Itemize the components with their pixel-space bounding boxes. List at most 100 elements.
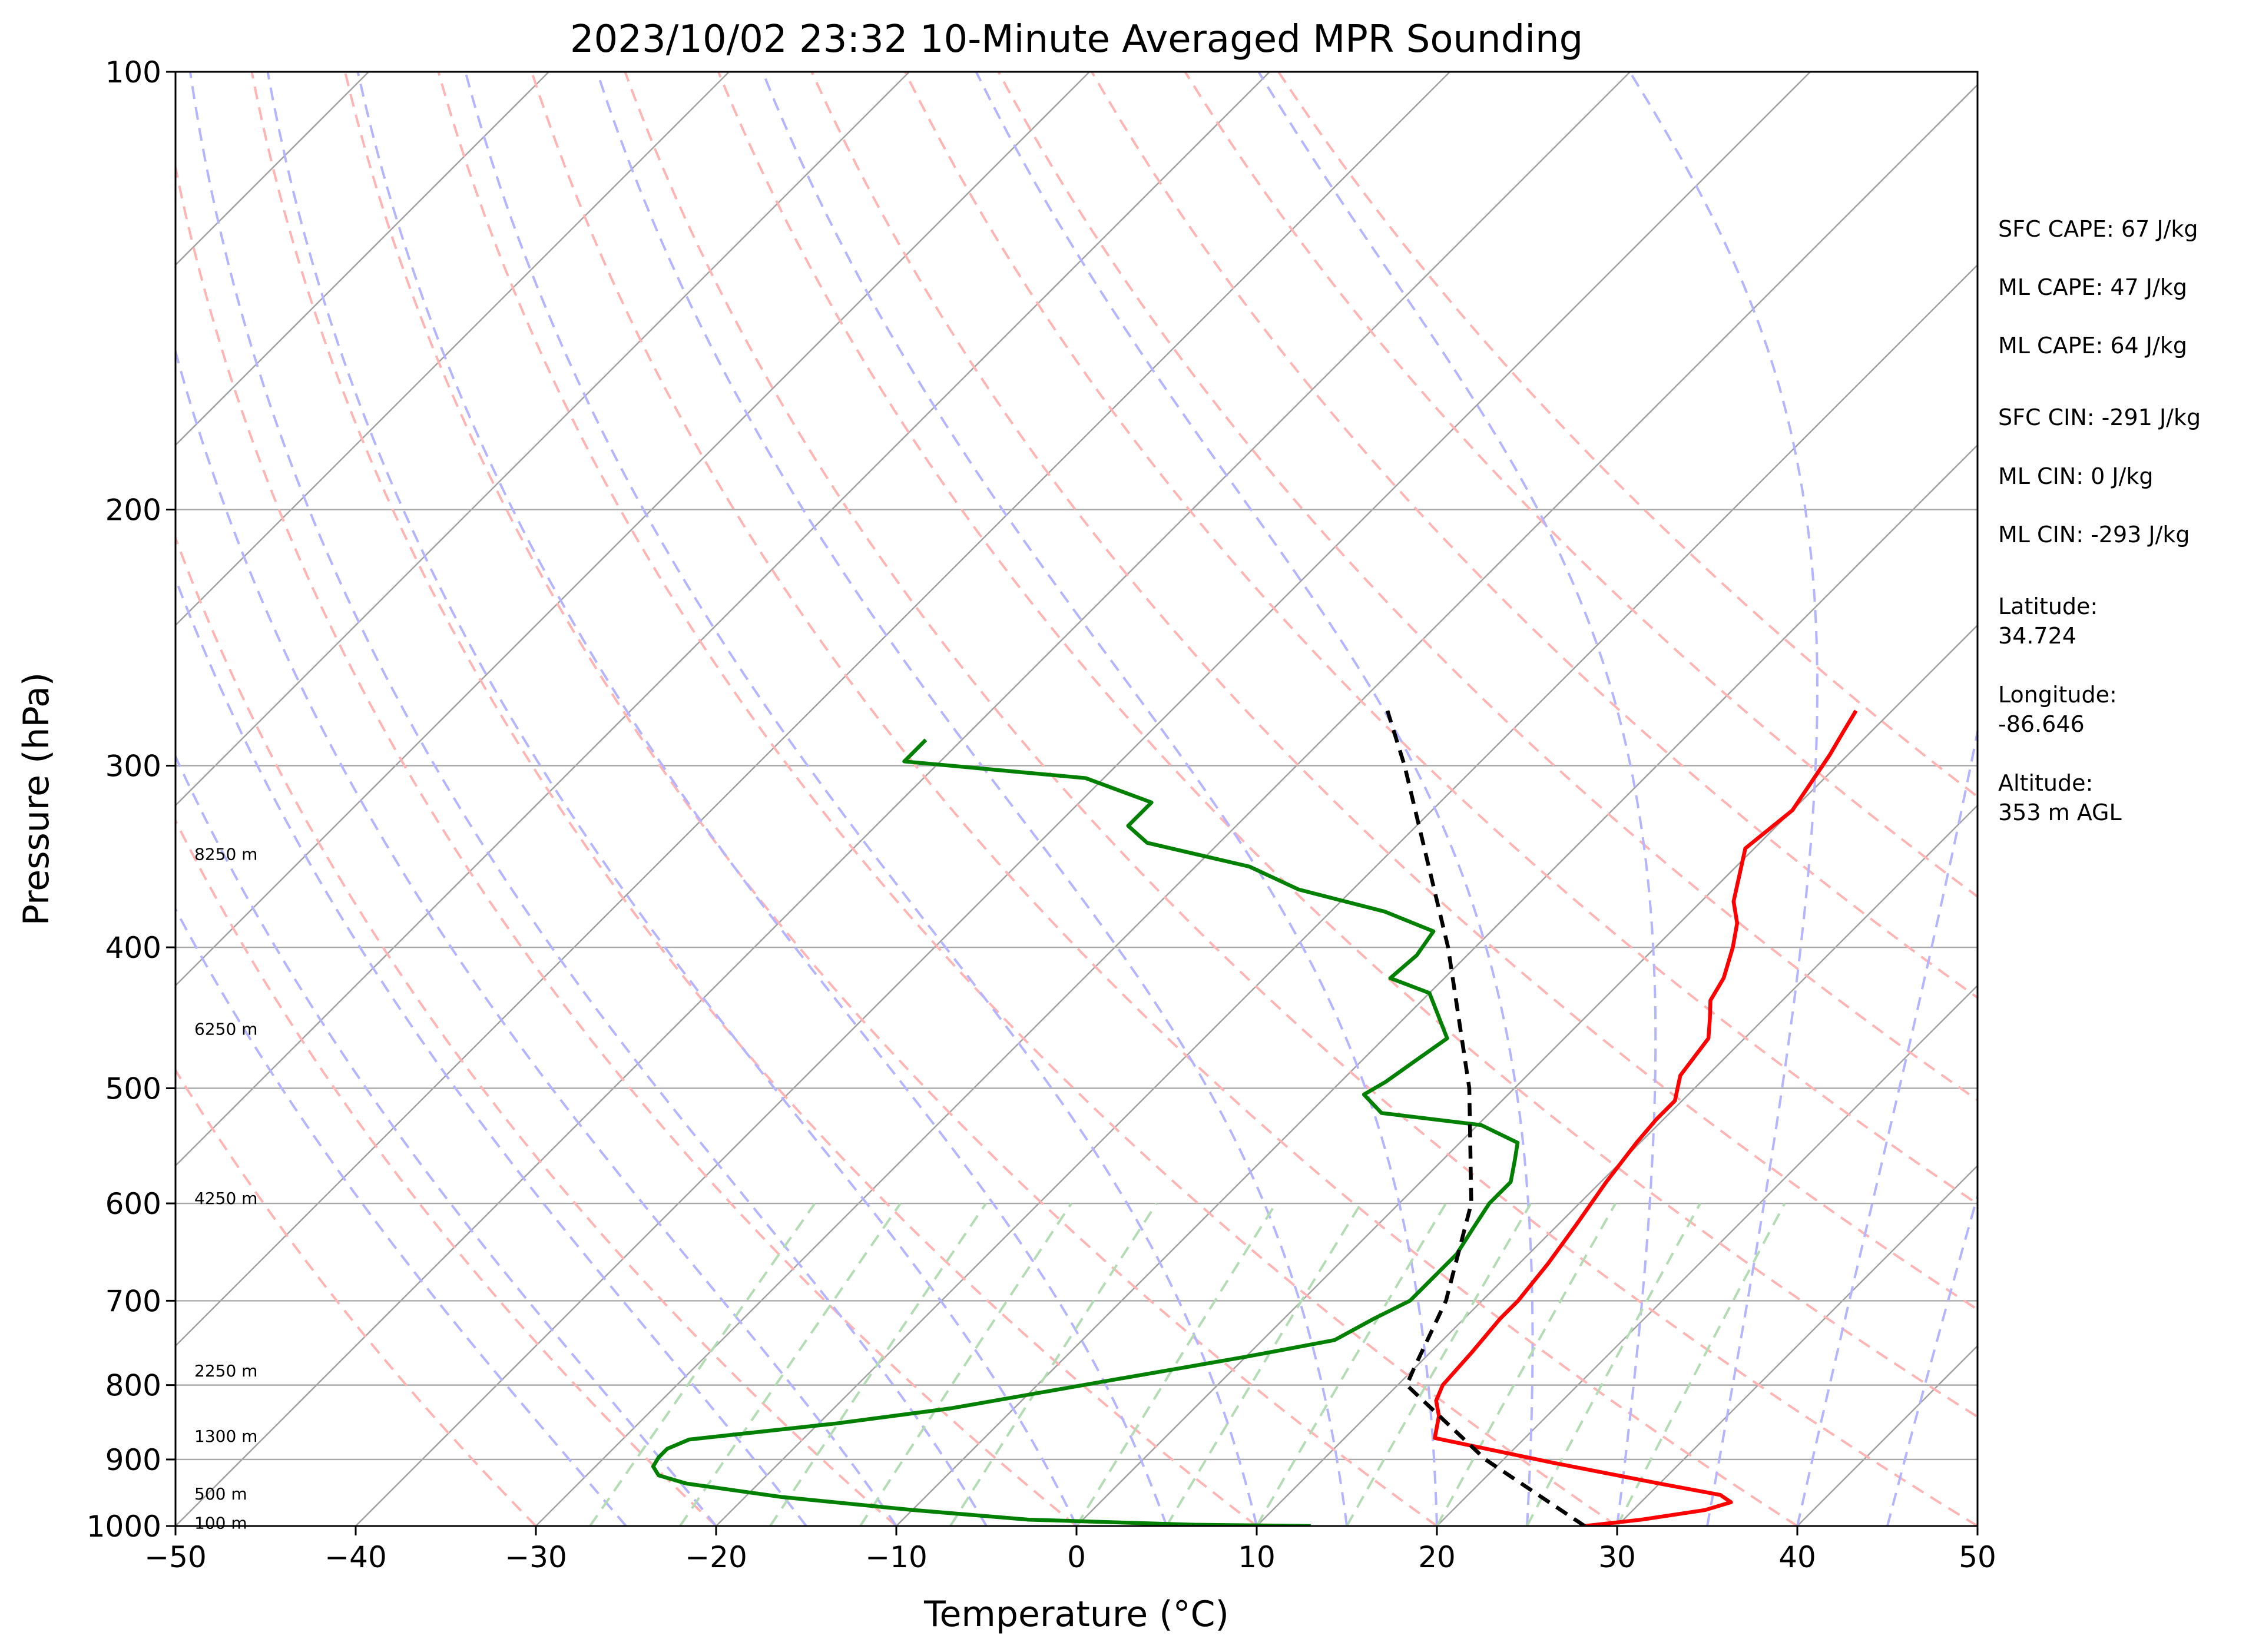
x-tick-label: 30 [1598,1540,1636,1574]
mixing-ratio-lines [589,1202,1786,1526]
dewpoint-profile-line [651,738,1520,1526]
isotherm-line [175,72,549,446]
isotherm-line [175,72,910,807]
x-tick-label: 40 [1778,1540,1816,1574]
mixing-ratio-line [1616,1203,1786,1526]
x-tick-label: −40 [324,1540,387,1574]
moist-adiabat [175,575,807,1526]
chart-title: 2023/10/02 23:32 10-Minute Averaged MPR … [570,18,1583,61]
dry-adiabat [531,72,1798,1526]
sounding-parameter-line: Altitude: [1998,770,2093,796]
y-tick-label: 800 [105,1369,161,1403]
sounding-parameter: Altitude: 353 m AGL [1998,770,2122,825]
height-label: 4250 m [194,1189,257,1208]
moist-adiabat [175,907,627,1526]
isotherm-line [535,84,1978,1526]
y-tick-label: 1000 [87,1510,161,1544]
dry-adiabat [250,72,1258,1526]
isotherm-line [175,72,1631,1526]
isotherm-line [355,72,1811,1526]
y-tick-label: 300 [105,749,161,783]
sounding-parameter-line: 34.724 [1998,623,2076,649]
x-axis-ticks: −50 −40 −30 −20 −10 0 10 20 30 40 50 [144,1526,1996,1574]
sounding-parameter-line: ML CAPE: 47 J/kg [1998,274,2187,300]
isotherm-line [175,72,1090,987]
sounding-parameter-line: SFC CIN: -291 J/kg [1998,404,2201,430]
mixing-ratio-line [949,1202,1158,1526]
sounding-parameter: Latitude: 34.724 [1998,593,2098,649]
dry-adiabat [175,1068,537,1526]
dry-adiabat [175,161,1078,1526]
sounding-parameter-line: ML CIN: 0 J/kg [1998,463,2153,489]
moist-adiabat [266,72,1078,1526]
moist-adiabat [175,754,717,1526]
moist-adiabat [1886,1192,1978,1526]
x-tick-label: −20 [685,1540,747,1574]
mixing-ratio-line [859,1202,1072,1526]
isotherm-line [716,264,1978,1526]
sounding-parameter-line: ML CIN: -293 J/kg [1998,522,2190,548]
moist-adiabat [1628,72,1819,1526]
plot-frame [174,71,1979,1527]
moist-adiabat [1257,72,1657,1526]
moist-adiabat [761,72,1438,1526]
height-label: 1300 m [194,1427,257,1446]
sounding-parameter-line: 353 m AGL [1998,800,2122,825]
moist-adiabat [188,72,988,1526]
moist-adiabat [1796,725,1978,1526]
mixing-ratio-line [769,1202,987,1526]
isotherm-line [175,72,1270,1167]
x-tick-label: −30 [505,1540,567,1574]
dry-adiabat [810,72,1978,1311]
y-tick-label: 600 [105,1187,161,1221]
sounding-parameter-line: Latitude: [1998,593,2098,619]
isotherm-line [896,444,1978,1526]
dry-adiabat [717,72,1978,1418]
y-tick-label: 900 [105,1443,161,1477]
dry-adiabat [624,72,1978,1526]
height-label: 6250 m [194,1019,257,1039]
sounding-series [651,709,1858,1526]
sounding-parameter: SFC CAPE: 67 J/kg [1998,216,2198,242]
y-tick-label: 500 [105,1072,161,1106]
moist-adiabats [175,72,1978,1526]
height-label: 8250 m [194,844,257,864]
dry-adiabat [344,72,1438,1526]
isotherm-line [1076,624,1978,1526]
dry-adiabats [175,72,1978,1526]
sounding-parameter-line: Longitude: [1998,682,2117,708]
x-tick-label: −50 [144,1540,207,1574]
y-tick-label: 400 [105,931,161,965]
sounding-parameter-line: SFC CAPE: 67 J/kg [1998,216,2198,242]
moist-adiabat [464,72,1258,1526]
temperature-profile-line [1433,709,1858,1526]
moist-adiabat [356,72,1168,1526]
x-axis-label: Temperature (°C) [923,1594,1229,1635]
height-labels: 100 m 500 m 1300 m 2250 m 4250 m 6250 m 8250 m [194,844,257,1532]
sounding-parameter: Longitude: -86.646 [1998,682,2117,737]
dry-adiabat [175,535,897,1526]
sounding-parameter: ML CIN: 0 J/kg [1998,463,2153,489]
mixing-ratio-line [1075,1202,1277,1526]
mixing-ratio-line [589,1202,816,1526]
x-tick-label: 50 [1959,1540,1996,1574]
pressure-gridlines [175,509,1978,1461]
dry-adiabat [437,72,1618,1526]
sounding-parameter: ML CIN: -293 J/kg [1998,522,2190,548]
height-label: 500 m [194,1484,247,1504]
x-tick-label: 20 [1418,1540,1456,1574]
sounding-parameter: ML CAPE: 47 J/kg [1998,274,2187,300]
isotherm-line [1256,804,1978,1526]
parcel-profile-line [1385,710,1586,1526]
moist-adiabat [596,72,1348,1526]
y-tick-label: 700 [105,1284,161,1318]
sounding-parameter-line: -86.646 [1998,711,2085,737]
height-label: 2250 m [194,1361,257,1381]
dry-adiabat [1091,72,1978,1000]
sounding-parameter: SFC CIN: -291 J/kg [1998,404,2201,430]
moist-adiabat [175,347,897,1526]
moist-adiabat [975,72,1534,1526]
dry-adiabat [1277,72,1978,798]
isotherm-line [175,72,1450,1347]
